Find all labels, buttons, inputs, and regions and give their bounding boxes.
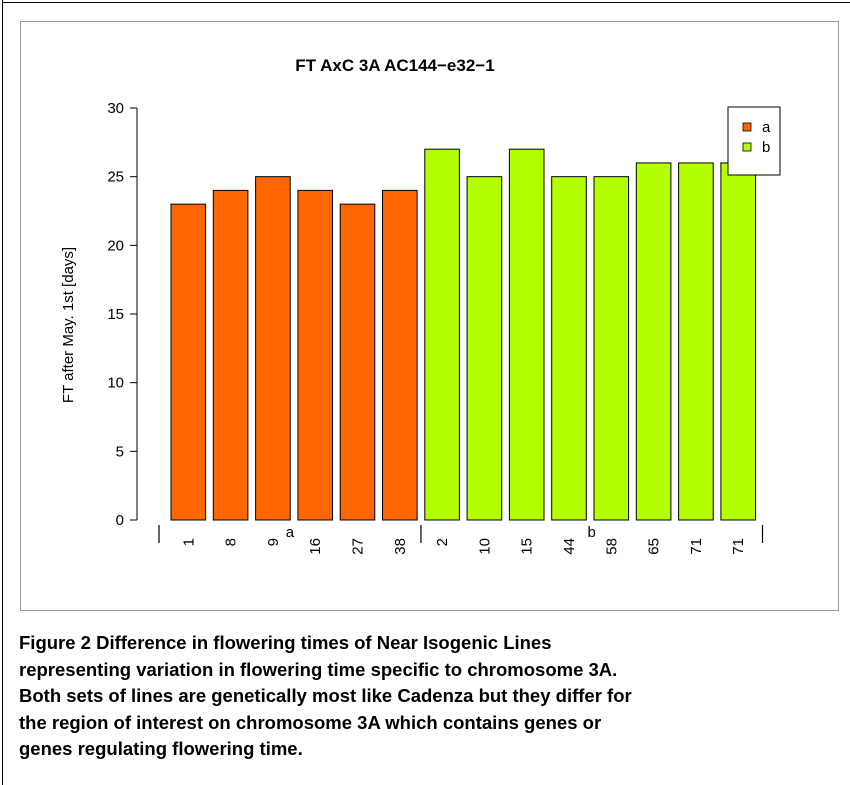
x-tick-label: 27 [350, 538, 367, 555]
caption-line: genes regulating flowering time. [19, 738, 303, 759]
y-tick-label: 25 [107, 169, 124, 186]
caption-line: Both sets of lines are genetically most … [19, 685, 632, 706]
bar [297, 189, 333, 521]
bar [170, 203, 207, 521]
y-tick-label: 30 [107, 100, 124, 117]
document-left-border [2, 0, 3, 785]
x-axis: 1 8 9 16 27 38 2 10 15 44 58 65 71 71 a b [158, 524, 764, 555]
bar [720, 162, 757, 521]
x-tick-label: 65 [646, 538, 663, 555]
group-label: a [286, 524, 295, 541]
document-top-border [2, 2, 850, 3]
bar [382, 189, 418, 521]
x-tick-label: 58 [603, 538, 620, 555]
y-tick-label: 10 [107, 375, 124, 392]
x-tick-label: 2 [434, 538, 451, 546]
x-tick-label: 15 [519, 538, 536, 555]
legend-swatch [742, 142, 752, 152]
legend: ab [727, 106, 781, 176]
x-tick-label: 8 [223, 538, 240, 546]
bar [551, 176, 587, 521]
legend-swatch [742, 122, 752, 132]
y-tick-label: 0 [116, 512, 124, 529]
y-tick-label: 20 [107, 237, 124, 254]
x-tick-label: 16 [307, 538, 324, 555]
x-tick-label: 71 [730, 538, 747, 555]
bar [593, 176, 630, 521]
legend-box [727, 106, 781, 176]
bar [678, 162, 714, 521]
x-tick-label: 44 [561, 538, 578, 555]
bar [424, 148, 460, 521]
bar [466, 176, 503, 521]
legend-label: b [762, 139, 770, 156]
x-tick-label: 38 [392, 538, 409, 555]
y-tick-label: 5 [116, 443, 124, 460]
x-tick-label: 9 [265, 538, 282, 546]
figure-caption: Figure 2 Difference in flowering times o… [19, 630, 819, 763]
flowering-time-bar-chart: FT AxC 3A AC144−e32−1 FT after May. 1st … [60, 56, 781, 555]
bar [508, 148, 545, 521]
chart-title: FT AxC 3A AC144−e32−1 [295, 56, 494, 75]
y-axis-label: FT after May. 1st [days] [60, 247, 77, 403]
x-tick-label: 10 [476, 538, 493, 555]
legend-label: a [762, 119, 771, 136]
group-label: b [588, 524, 596, 541]
bar [339, 203, 376, 521]
bar [255, 176, 291, 521]
x-tick-label: 1 [180, 538, 197, 546]
y-axis: 0 5 10 15 20 25 30 [107, 100, 138, 529]
caption-line: Figure 2 Difference in flowering times o… [19, 632, 552, 653]
y-tick-label: 15 [107, 306, 124, 323]
caption-line: the region of interest on chromosome 3A … [19, 711, 602, 733]
bar [212, 189, 249, 521]
bar [635, 162, 672, 521]
caption-line: representing variation in flowering time… [19, 658, 618, 680]
bars [170, 148, 757, 521]
x-tick-label: 71 [688, 538, 705, 555]
